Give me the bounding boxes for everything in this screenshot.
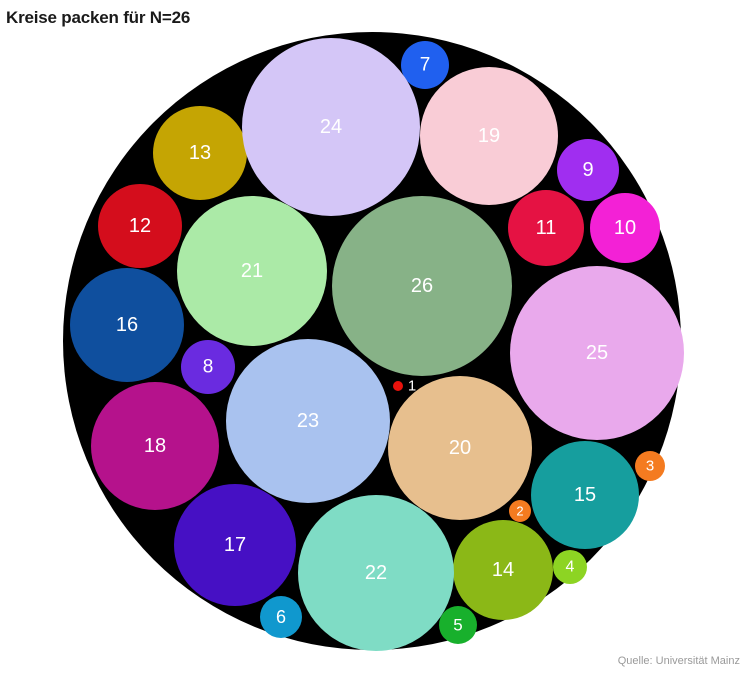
packed-circle-16: 16 bbox=[70, 268, 184, 382]
circle-shape-15 bbox=[531, 441, 639, 549]
circle-shape-18 bbox=[91, 382, 219, 510]
source-note: Quelle: Universität Mainz bbox=[617, 655, 740, 667]
packed-circle-23: 23 bbox=[226, 339, 390, 503]
page-title: Kreise packen für N=26 bbox=[6, 8, 191, 27]
packed-circle-21: 21 bbox=[177, 196, 327, 346]
packed-circle-18: 18 bbox=[91, 382, 219, 510]
packed-circle-19: 19 bbox=[420, 67, 558, 205]
packed-circle-20: 20 bbox=[388, 376, 532, 520]
circle-shape-3 bbox=[635, 451, 665, 481]
circle-shape-1 bbox=[393, 381, 403, 391]
packed-circles-group: 1234567891011121314151617181920212223242… bbox=[70, 38, 684, 651]
packed-circle-6: 6 bbox=[260, 596, 302, 638]
circle-shape-13 bbox=[153, 106, 247, 200]
circle-shape-22 bbox=[298, 495, 454, 651]
packed-circle-11: 11 bbox=[508, 190, 584, 266]
circle-shape-4 bbox=[553, 550, 587, 584]
circle-shape-23 bbox=[226, 339, 390, 503]
packed-circle-22: 22 bbox=[298, 495, 454, 651]
packed-circle-15: 15 bbox=[531, 441, 639, 549]
packed-circle-25: 25 bbox=[510, 266, 684, 440]
circle-shape-26 bbox=[332, 196, 512, 376]
circle-shape-6 bbox=[260, 596, 302, 638]
circle-shape-2 bbox=[509, 500, 531, 522]
packed-circle-17: 17 bbox=[174, 484, 296, 606]
circle-shape-9 bbox=[557, 139, 619, 201]
packed-circle-8: 8 bbox=[181, 340, 235, 394]
circle-shape-5 bbox=[439, 606, 477, 644]
packed-circle-12: 12 bbox=[98, 184, 182, 268]
circle-shape-11 bbox=[508, 190, 584, 266]
circle-shape-17 bbox=[174, 484, 296, 606]
packed-circle-26: 26 bbox=[332, 196, 512, 376]
packed-circle-14: 14 bbox=[453, 520, 553, 620]
packed-circle-4: 4 bbox=[553, 550, 587, 584]
circle-shape-24 bbox=[242, 38, 420, 216]
packed-circle-13: 13 bbox=[153, 106, 247, 200]
packed-circle-24: 24 bbox=[242, 38, 420, 216]
circle-shape-16 bbox=[70, 268, 184, 382]
packed-circle-2: 2 bbox=[509, 500, 531, 522]
circle-shape-8 bbox=[181, 340, 235, 394]
packed-circle-3: 3 bbox=[635, 451, 665, 481]
circle-shape-10 bbox=[590, 193, 660, 263]
circle-shape-20 bbox=[388, 376, 532, 520]
circle-shape-12 bbox=[98, 184, 182, 268]
packed-circle-9: 9 bbox=[557, 139, 619, 201]
packed-circle-5: 5 bbox=[439, 606, 477, 644]
circle-shape-14 bbox=[453, 520, 553, 620]
packed-circle-7: 7 bbox=[401, 41, 449, 89]
circle-shape-7 bbox=[401, 41, 449, 89]
packed-circle-10: 10 bbox=[590, 193, 660, 263]
circle-shape-21 bbox=[177, 196, 327, 346]
circle-shape-19 bbox=[420, 67, 558, 205]
circle-shape-25 bbox=[510, 266, 684, 440]
